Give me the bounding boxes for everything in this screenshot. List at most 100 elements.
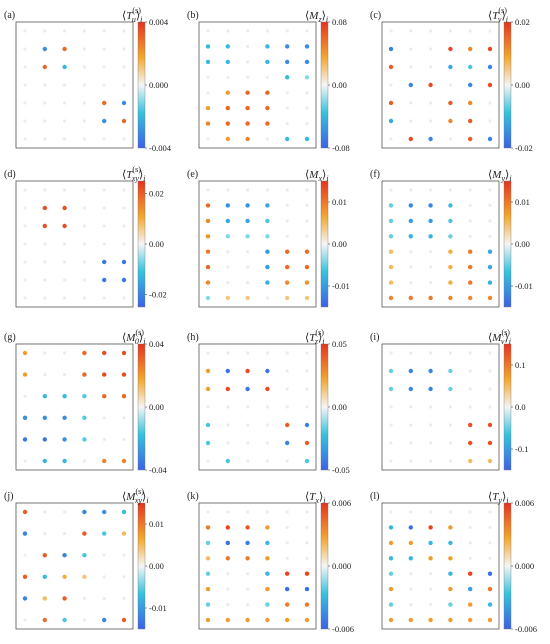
data-point	[121, 259, 127, 265]
data-point	[304, 136, 310, 142]
data-point	[63, 532, 67, 536]
data-point	[43, 260, 47, 264]
data-point	[388, 64, 394, 70]
data-point	[226, 405, 230, 409]
panel-a: (a) 0.004 0.000 -0.004 ⟨T(s) u⟩i	[4, 6, 172, 153]
data-point	[285, 29, 289, 33]
data-point	[121, 277, 127, 283]
data-point	[265, 556, 270, 561]
data-point	[285, 91, 289, 95]
data-point	[304, 571, 310, 576]
data-point	[245, 386, 250, 392]
data-point	[102, 617, 107, 623]
data-point	[285, 617, 290, 623]
data-point	[285, 59, 290, 65]
data-point	[285, 571, 290, 576]
data-point	[122, 596, 126, 601]
data-point	[487, 422, 493, 428]
data-point	[43, 101, 47, 105]
data-point	[23, 224, 27, 228]
data-point	[226, 603, 230, 607]
data-point	[388, 368, 394, 374]
data-point	[265, 280, 270, 285]
data-point	[42, 574, 47, 579]
data-point	[205, 440, 211, 446]
data-point	[265, 29, 269, 33]
data-point	[23, 242, 27, 246]
panel-g: (g) 0.04 0.00 -0.04 ⟨M(s) 0⟩i	[4, 328, 167, 475]
data-point	[488, 29, 492, 33]
colorbar	[137, 502, 146, 630]
data-point	[488, 101, 492, 105]
data-point	[468, 100, 473, 106]
data-point	[63, 351, 67, 355]
plot-frame	[15, 343, 134, 471]
colorbar-tick-label: -0.02	[149, 289, 167, 299]
data-point	[468, 118, 473, 124]
data-point	[448, 386, 453, 392]
data-point	[409, 281, 413, 285]
data-point	[82, 242, 86, 246]
colorbar	[320, 343, 329, 471]
data-point	[63, 188, 67, 192]
data-point	[63, 101, 67, 105]
data-point	[205, 422, 211, 428]
data-point	[82, 553, 87, 558]
data-point	[265, 90, 270, 95]
data-point	[428, 525, 433, 530]
data-point	[285, 188, 289, 192]
data-point	[122, 188, 126, 192]
data-point	[82, 372, 87, 377]
data-point	[42, 64, 47, 70]
data-point	[205, 602, 211, 607]
data-point	[102, 596, 106, 601]
data-point	[225, 218, 230, 224]
data-point	[23, 260, 27, 264]
panel-label: (b)	[187, 10, 199, 21]
panel-label: (j)	[4, 491, 13, 502]
data-point	[285, 405, 289, 409]
data-point	[429, 29, 433, 33]
data-point	[102, 224, 106, 228]
data-point	[408, 556, 413, 561]
data-point	[389, 188, 393, 192]
colorbar-tick-label: 0.01	[149, 519, 164, 529]
panel-l: (l) 0.006 0.000 -0.006 ⟨Ty⟩i	[370, 491, 537, 634]
data-point	[206, 351, 210, 355]
data-point	[245, 234, 250, 239]
data-point	[304, 280, 310, 285]
data-point	[488, 541, 492, 545]
data-point	[448, 100, 453, 106]
colorbar-tick-label: 0.004	[149, 17, 169, 27]
data-point	[62, 64, 67, 70]
data-point	[82, 47, 86, 51]
data-point	[305, 369, 309, 373]
data-point	[468, 188, 472, 192]
data-point	[265, 540, 270, 546]
data-point	[265, 234, 270, 239]
panel-label: (d)	[4, 169, 16, 180]
data-point	[43, 351, 47, 355]
data-point	[225, 540, 230, 546]
data-point	[265, 59, 270, 65]
panel-title: ⟨My⟩i	[488, 169, 512, 183]
data-point	[265, 296, 269, 300]
colorbar-tick-label: 0.02	[149, 189, 164, 199]
colorbar-tick-label: 0.02	[515, 17, 530, 27]
data-point	[305, 219, 309, 223]
data-point	[226, 441, 230, 445]
data-point	[428, 82, 433, 88]
data-point	[63, 296, 67, 300]
data-point	[389, 510, 393, 514]
data-point	[265, 249, 270, 254]
panel-title: ⟨M(s) xy⟩i	[122, 487, 149, 505]
data-point	[428, 203, 433, 208]
colorbar-tick-label: 0.00	[332, 239, 347, 249]
colorbar-tick-label: -0.05	[332, 465, 350, 475]
data-point	[43, 137, 47, 141]
data-point	[304, 264, 310, 270]
data-point	[389, 423, 393, 427]
data-point	[487, 586, 493, 592]
data-point	[265, 44, 270, 49]
data-point	[304, 295, 310, 301]
